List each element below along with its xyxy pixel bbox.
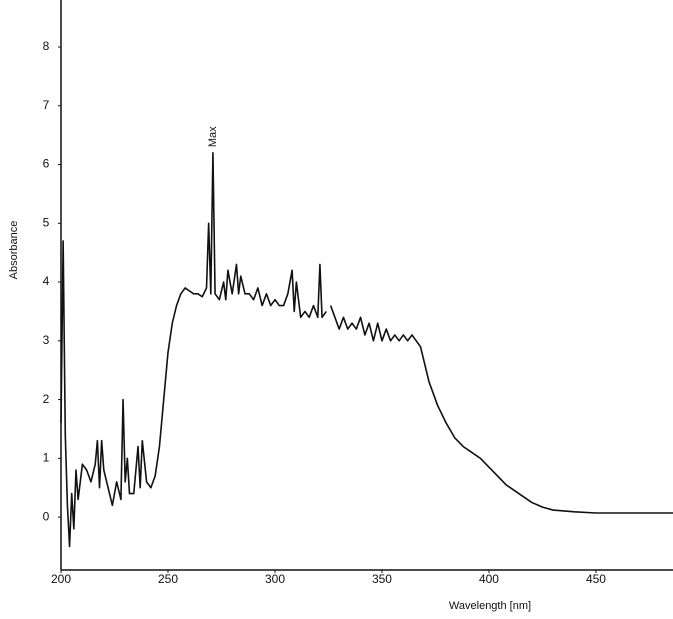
max-annotation: Max <box>207 126 219 147</box>
x-tick-label: 250 <box>158 572 178 586</box>
y-tick-label: 0 <box>43 509 50 523</box>
y-tick-label: 8 <box>43 39 50 53</box>
y-tick-label: 6 <box>43 157 50 171</box>
y-tick-label: 1 <box>43 451 50 465</box>
spectrum-line <box>60 151 673 548</box>
y-tick-label: 2 <box>43 392 50 406</box>
y-axis-label: Absorbance <box>8 221 20 280</box>
x-tick-label: 450 <box>586 572 606 586</box>
x-tick-label: 350 <box>372 572 392 586</box>
y-tick-label: 5 <box>43 215 50 229</box>
y-tick-label: 7 <box>43 98 50 112</box>
x-tick-label: 200 <box>51 572 71 586</box>
y-tick-label: 4 <box>43 274 50 288</box>
x-tick-label: 300 <box>265 572 285 586</box>
x-tick-label: 400 <box>479 572 499 586</box>
x-axis-label: Wavelength [nm] <box>449 600 531 612</box>
y-tick-label: 3 <box>43 333 50 347</box>
